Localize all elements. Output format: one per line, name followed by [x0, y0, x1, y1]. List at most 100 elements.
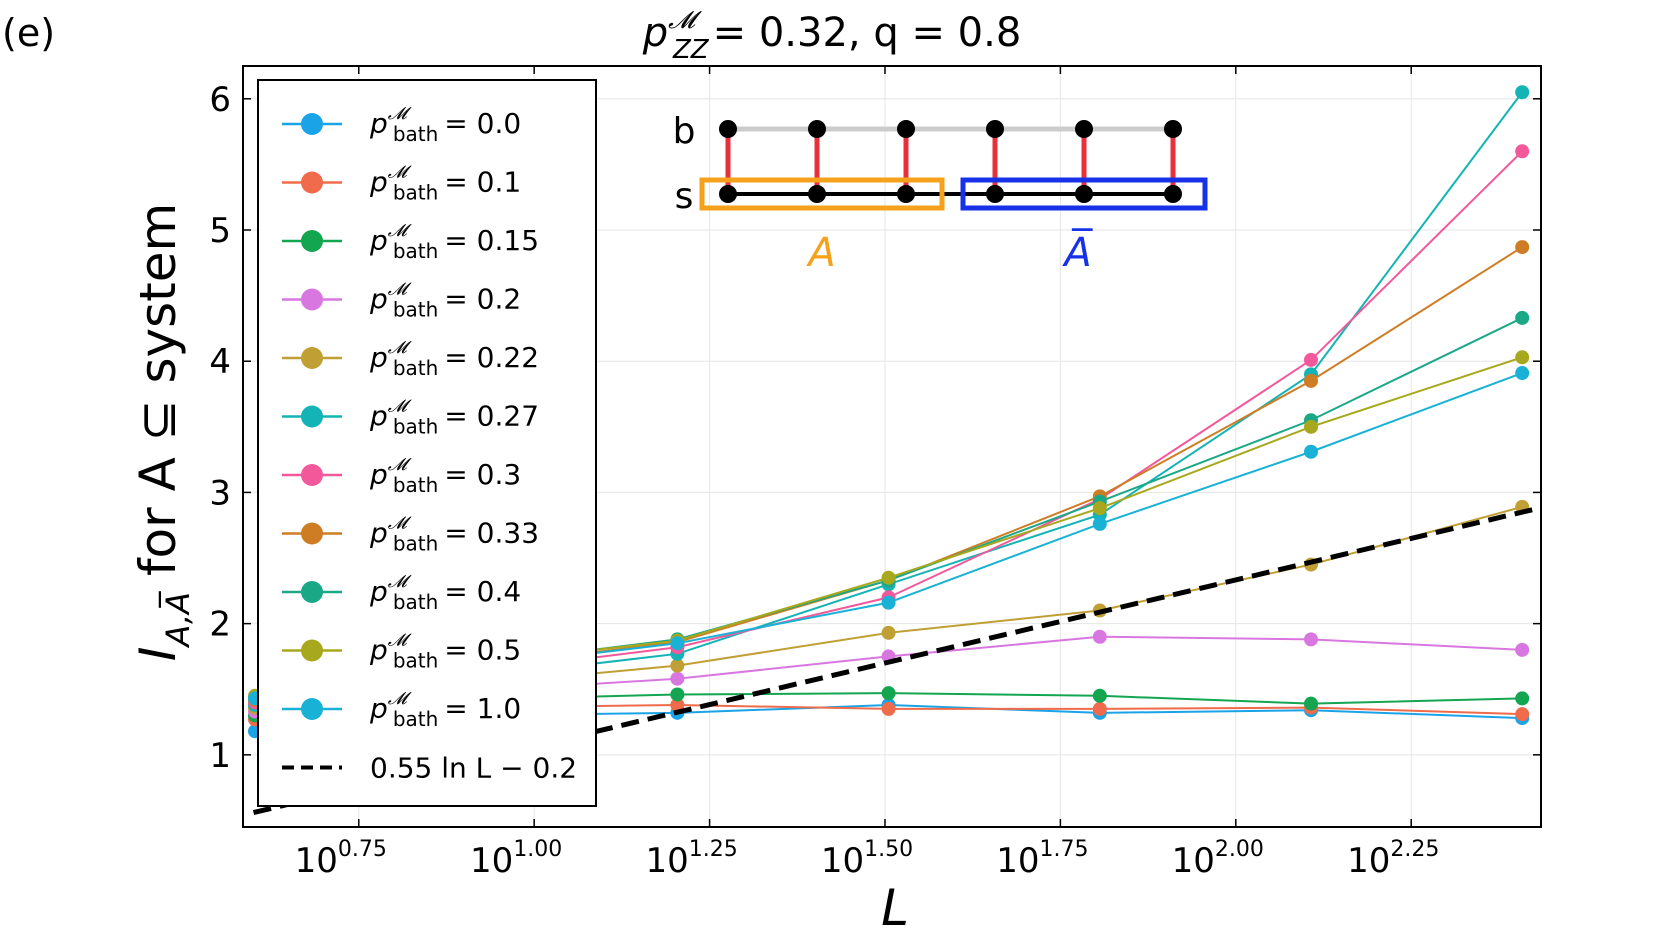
data-point: [881, 686, 896, 701]
legend-marker: [301, 581, 323, 603]
data-point: [1515, 144, 1530, 159]
legend-marker: [301, 405, 323, 428]
y-tick-label: 3: [209, 473, 231, 513]
x-tick-exponent: 2.00: [1215, 837, 1264, 862]
system-site: [1075, 185, 1093, 203]
legend-label: p𝓜 bath = 0.3: [369, 455, 521, 497]
data-point: [670, 636, 685, 651]
title-subscript: ZZ: [672, 35, 710, 65]
legend-label-symbol: p: [369, 341, 388, 374]
x-tick-base: 10: [470, 841, 513, 881]
legend-marker: [301, 698, 323, 720]
bath-site: [719, 120, 737, 138]
legend-label: p𝓜 bath = 0.1: [369, 163, 521, 205]
region-a-label: A: [805, 230, 835, 276]
legend-label-symbol: p: [369, 634, 388, 667]
data-point: [1092, 629, 1107, 644]
region-a-bar-box: [960, 177, 1208, 211]
legend-label: p𝓜 bath = 0.15: [369, 221, 539, 263]
data-point: [1515, 85, 1530, 100]
data-point: [1304, 419, 1319, 434]
system-site: [1164, 185, 1182, 203]
legend-entry: p𝓜 bath = 0.22: [282, 338, 539, 380]
y-tick-label: 1: [209, 736, 231, 776]
y-axis-label: IA,A̅ for A ⊆ system: [129, 203, 197, 661]
legend-entry: p𝓜 bath = 1.0: [282, 689, 521, 731]
legend-label: p𝓜 bath = 0.27: [369, 397, 539, 439]
x-tick-base: 10: [1172, 841, 1215, 881]
y-label-symbol: I: [129, 646, 187, 661]
x-tick-base: 10: [996, 841, 1039, 881]
data-point: [1092, 688, 1107, 703]
inset-row-label-s: s: [675, 176, 694, 217]
data-point: [670, 658, 685, 673]
legend-label: p𝓜 bath = 0.5: [369, 631, 521, 673]
legend-label-superscript: 𝓜: [388, 338, 412, 358]
data-point: [1092, 516, 1107, 531]
legend-marker: [301, 464, 323, 486]
legend-label-subscript: bath: [393, 532, 438, 556]
data-point: [670, 697, 685, 712]
svg-text:IA,A̅ for A ⊆ system: IA,A̅ for A ⊆ system: [129, 203, 197, 661]
region-a-bar-label: A̅: [1061, 228, 1093, 276]
x-tick-label: 102.25: [1347, 837, 1439, 881]
title-rest: = 0.32, q = 0.8: [713, 10, 1022, 56]
title-symbol: p: [642, 10, 668, 56]
data-point: [1515, 240, 1530, 255]
legend-label-value: = 0.3: [444, 458, 521, 491]
panel-label: (e): [2, 11, 55, 55]
legend-entry: p𝓜 bath = 0.0: [282, 104, 521, 146]
legend-label-value: = 0.15: [444, 224, 539, 257]
legend-entry: p𝓜 bath = 0.2: [282, 280, 521, 322]
chart-title: p𝓜 ZZ = 0.32, q = 0.8: [642, 6, 1022, 65]
data-point: [1304, 632, 1319, 647]
system-site: [719, 185, 737, 203]
x-tick-base: 10: [295, 841, 338, 881]
legend-label-subscript: bath: [393, 298, 438, 322]
legend-label-subscript: bath: [393, 707, 438, 731]
x-tick-base: 10: [1347, 841, 1390, 881]
data-point: [1515, 310, 1530, 325]
x-tick-label: 101.00: [470, 837, 562, 881]
x-axis-label: L: [881, 879, 909, 934]
legend-label-symbol: p: [369, 517, 388, 550]
legend-marker: [301, 288, 323, 311]
legend-label-subscript: bath: [393, 356, 438, 380]
legend-entry: p𝓜 bath = 0.4: [282, 572, 521, 614]
legend-label: p𝓜 bath = 0.33: [369, 514, 539, 556]
legend-entry: p𝓜 bath = 0.15: [282, 221, 539, 263]
legend-label-superscript: 𝓜: [388, 572, 412, 592]
legend-entry: p𝓜 bath = 0.33: [282, 514, 539, 556]
x-tick-exponent: 2.25: [1390, 837, 1439, 862]
legend-label-value: = 0.4: [444, 575, 521, 608]
legend-label-superscript: 𝓜: [388, 104, 412, 124]
legend-label-symbol: p: [369, 166, 388, 199]
legend-label-symbol: p: [369, 224, 388, 257]
legend-label: p𝓜 bath = 0.2: [369, 280, 521, 322]
bath-site: [897, 120, 915, 138]
legend-label-subscript: bath: [393, 415, 438, 439]
legend-entry: p𝓜 bath = 0.5: [282, 631, 521, 673]
legend-label-subscript: bath: [393, 181, 438, 205]
legend-entry: p𝓜 bath = 0.1: [282, 163, 521, 205]
data-point: [881, 701, 896, 716]
y-label-rest: for A ⊆ system: [129, 203, 187, 592]
legend-marker: [301, 230, 323, 252]
legend-label-value: = 0.5: [444, 634, 521, 667]
x-tick-exponent: 1.25: [689, 837, 738, 862]
legend-marker: [301, 639, 323, 662]
legend-label-superscript: 𝓜: [388, 514, 412, 534]
data-point: [1515, 366, 1530, 381]
data-point: [881, 625, 896, 640]
legend-label: p𝓜 bath = 0.22: [369, 338, 539, 380]
legend-label-superscript: 𝓜: [388, 397, 412, 417]
legend-label: p𝓜 bath = 1.0: [369, 689, 521, 731]
legend-label-value: = 0.1: [444, 166, 521, 199]
data-point: [1515, 642, 1530, 657]
x-tick-label: 101.75: [996, 837, 1088, 881]
system-site: [986, 185, 1004, 203]
y-tick-label: 5: [209, 211, 231, 251]
x-tick-base: 10: [645, 841, 688, 881]
